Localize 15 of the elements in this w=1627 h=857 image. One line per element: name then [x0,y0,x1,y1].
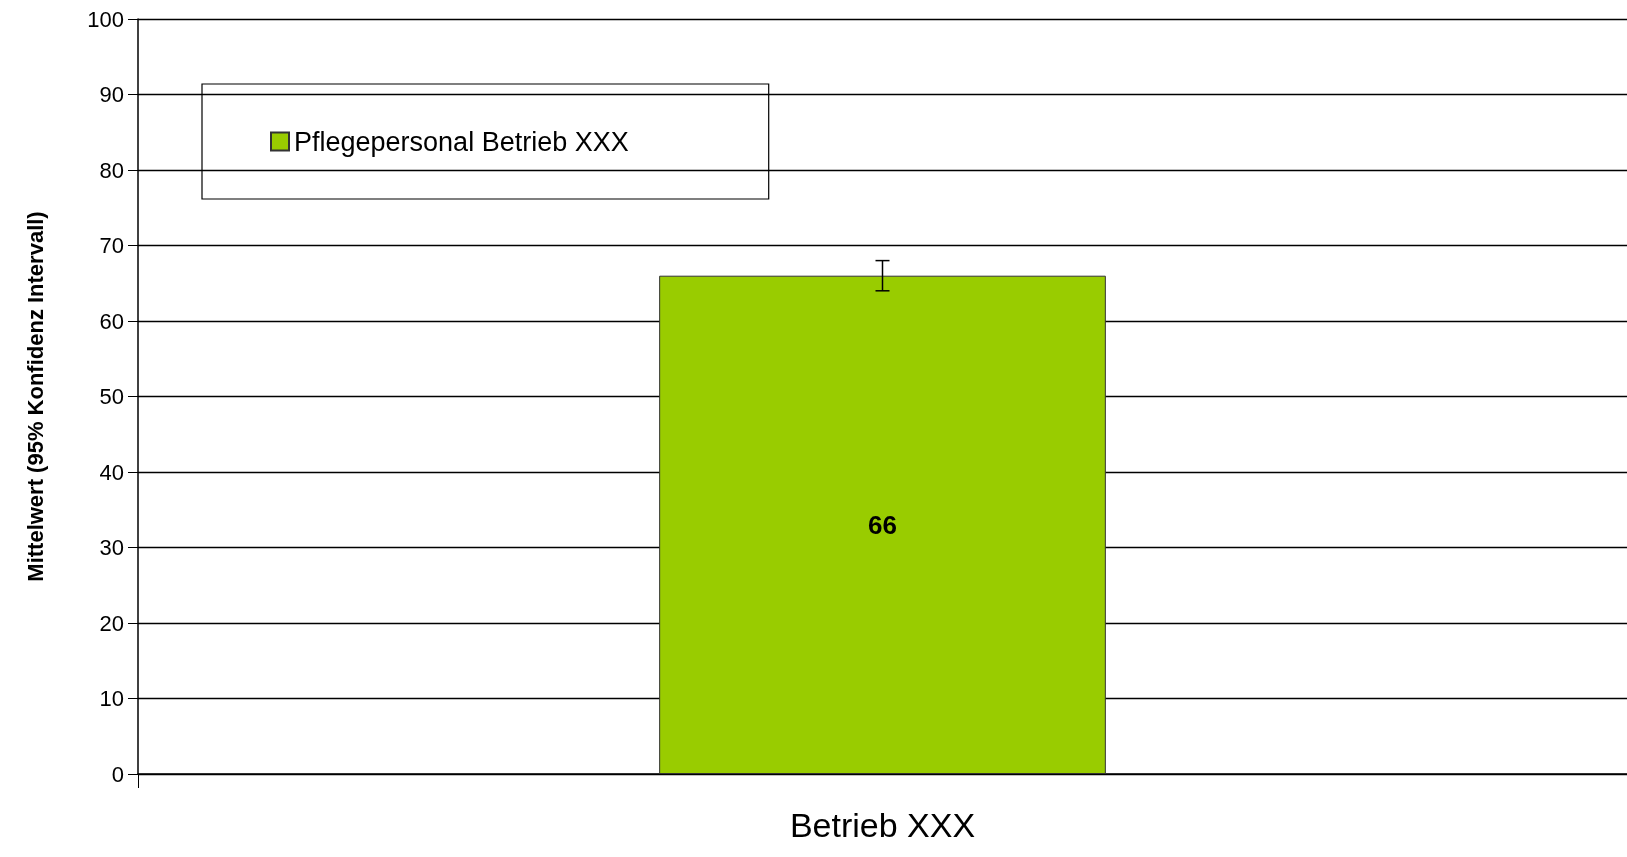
y-tick-label: 20 [99,610,124,636]
y-tick-label: 70 [99,233,124,258]
legend-label: Pflegepersonal Betrieb XXX [294,126,629,157]
y-tick-label: 30 [99,535,124,560]
y-tick-label: 60 [99,308,124,334]
y-tick-label: 10 [99,686,124,711]
data-label: 66 [868,509,897,540]
x-tick-label: Betrieb XXX [789,806,976,844]
y-axis-title: Mittelwert (95% Konfidenz Intervall) [22,211,48,582]
y-tick-label: 0 [111,761,124,787]
y-tick-label: 50 [99,384,124,409]
y-tick-label: 40 [99,459,124,485]
y-tick-label: 90 [99,82,124,107]
y-tick-label: 80 [99,157,124,183]
y-tick-label: 100 [87,6,124,32]
